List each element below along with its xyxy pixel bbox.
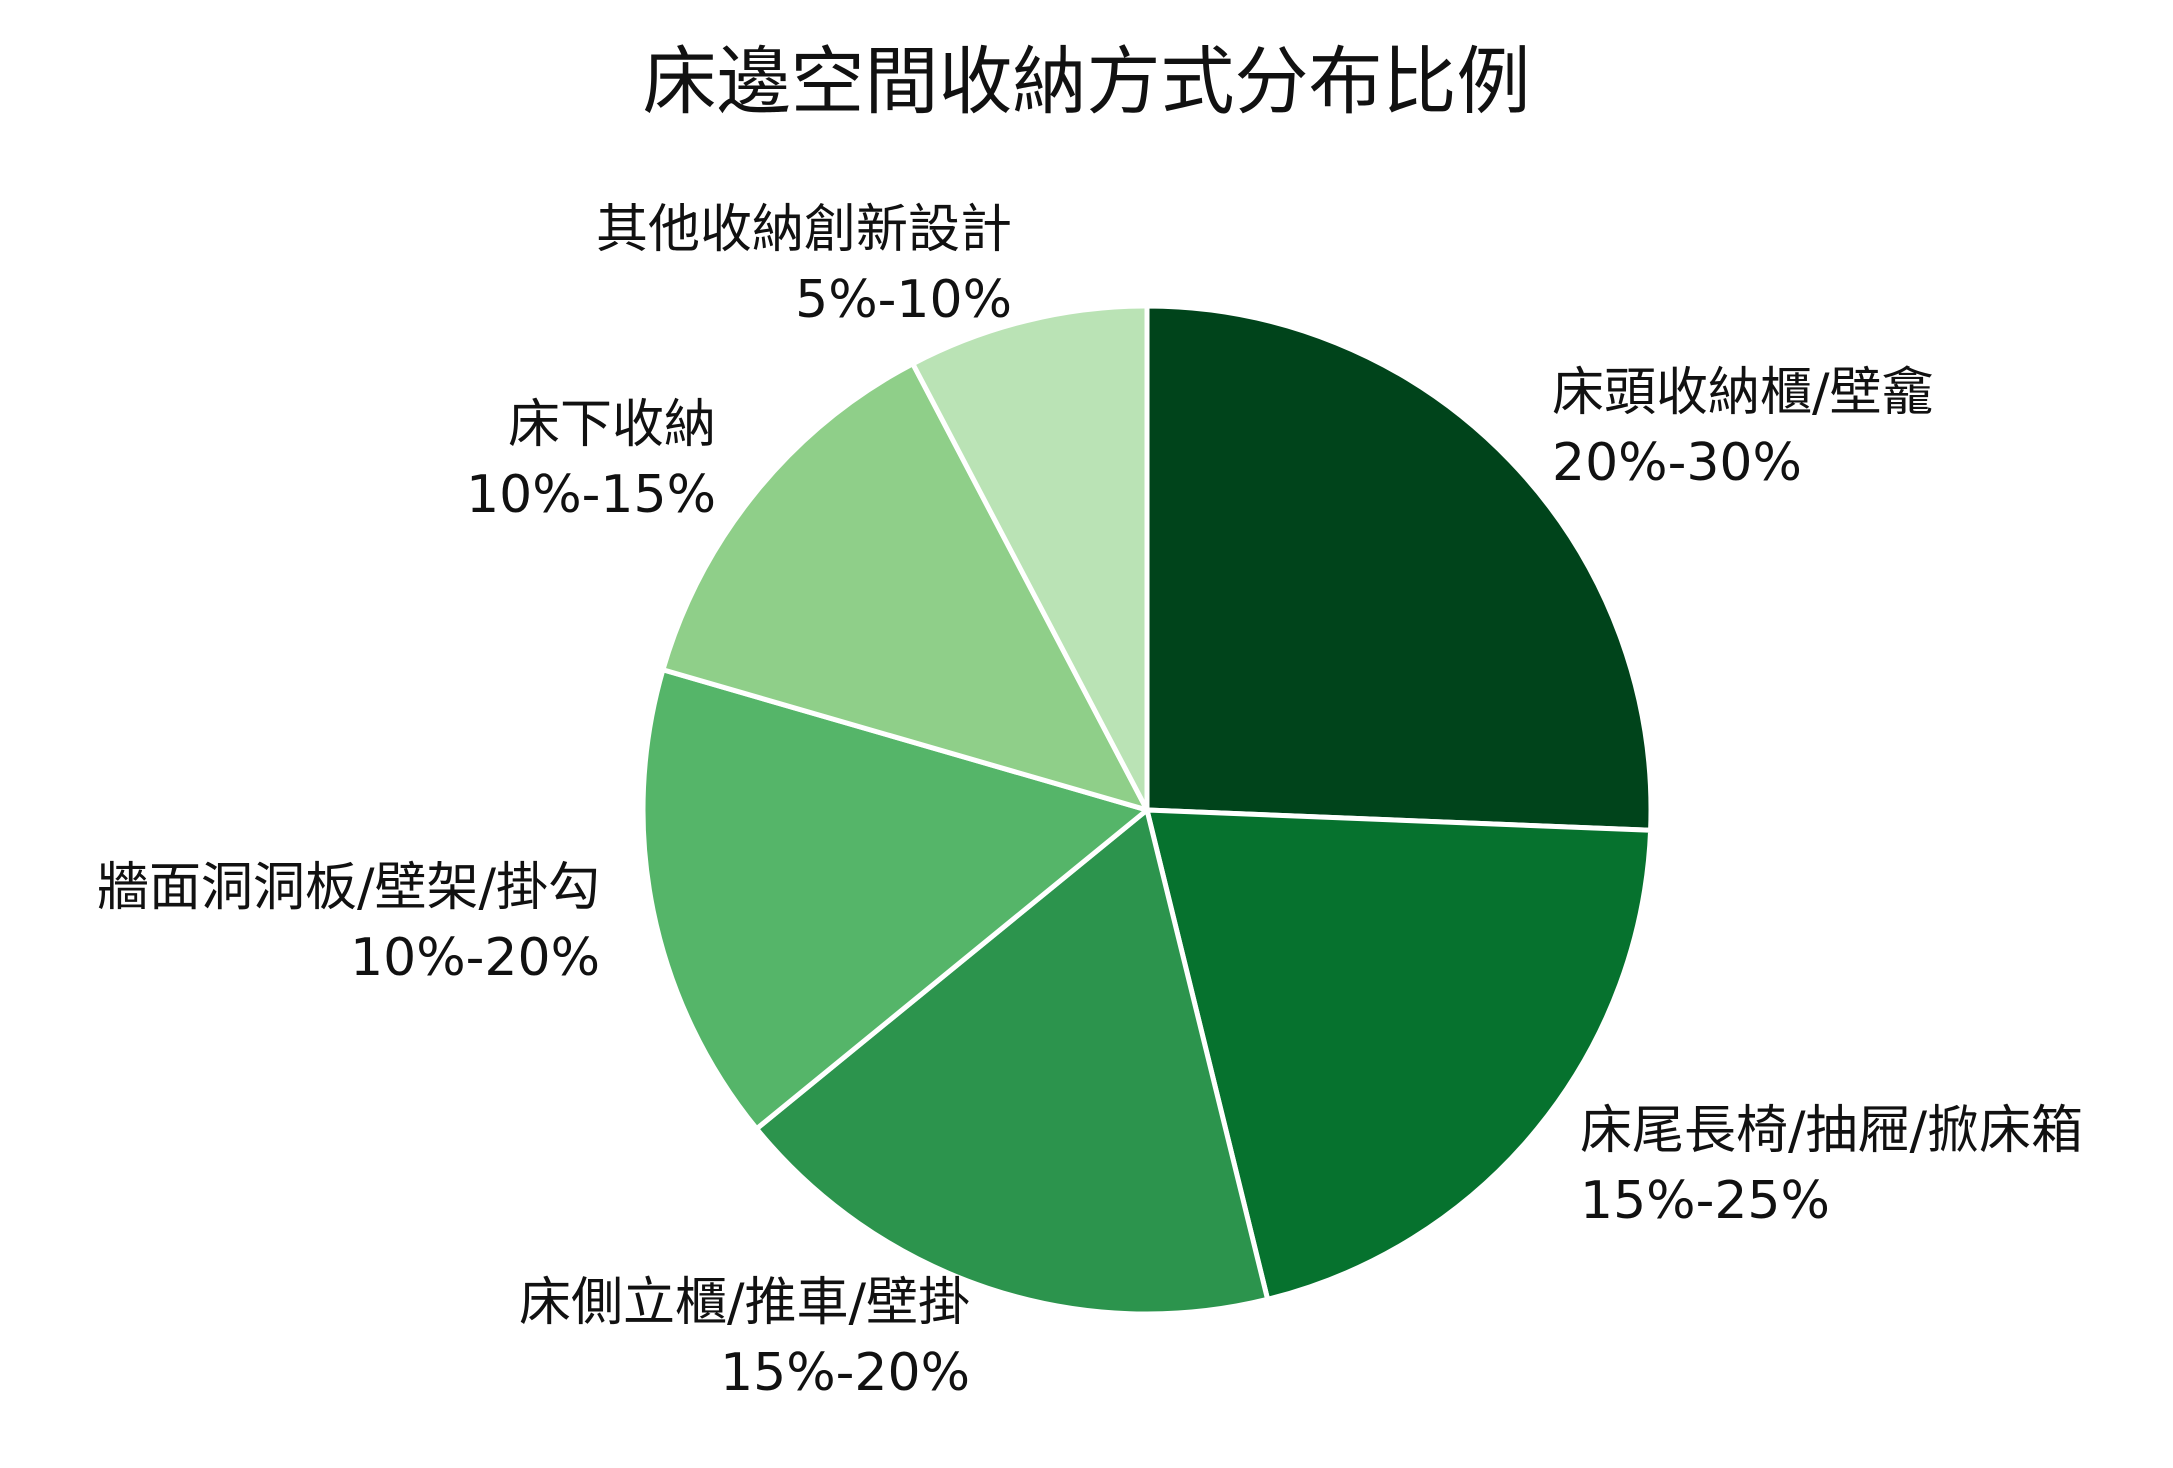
pie-slice-6 xyxy=(910,303,1150,813)
slice-label-2: 床尾長椅/抽屜/掀床箱 xyxy=(1580,1101,2083,1161)
slice-range-1: 20%-30% xyxy=(1552,433,1802,493)
labels-layer: 床頭收納櫃/壁龕 20%-30% 床尾長椅/抽屜/掀床箱 15%-25% 床側立櫃/推車… xyxy=(97,200,2083,1403)
pie-slice-4 xyxy=(640,667,1150,1132)
slice-label-4: 牆面洞洞板/壁架/掛勾 xyxy=(97,858,600,918)
slices-layer xyxy=(640,303,1654,1317)
slice-range-4: 10%-20% xyxy=(350,928,600,988)
slice-label-5: 床下收納 xyxy=(508,395,716,455)
slice-label-1: 床頭收納櫃/壁龕 xyxy=(1552,363,1934,423)
pie-slice-1 xyxy=(1144,303,1654,833)
slice-range-5: 10%-15% xyxy=(466,465,716,525)
slice-range-6: 5%-10% xyxy=(795,270,1012,330)
slice-range-3: 15%-20% xyxy=(720,1343,970,1403)
slice-range-2: 15%-25% xyxy=(1580,1171,1830,1231)
slice-label-3: 床側立櫃/推車/壁掛 xyxy=(519,1273,970,1333)
pie-slice-2 xyxy=(1144,807,1654,1302)
chart-title: 床邊空間收納方式分布比例 xyxy=(642,39,1531,125)
slice-label-6: 其他收納創新設計 xyxy=(596,200,1012,260)
pie-slice-5 xyxy=(660,361,1150,813)
pie-slice-3 xyxy=(754,807,1271,1317)
